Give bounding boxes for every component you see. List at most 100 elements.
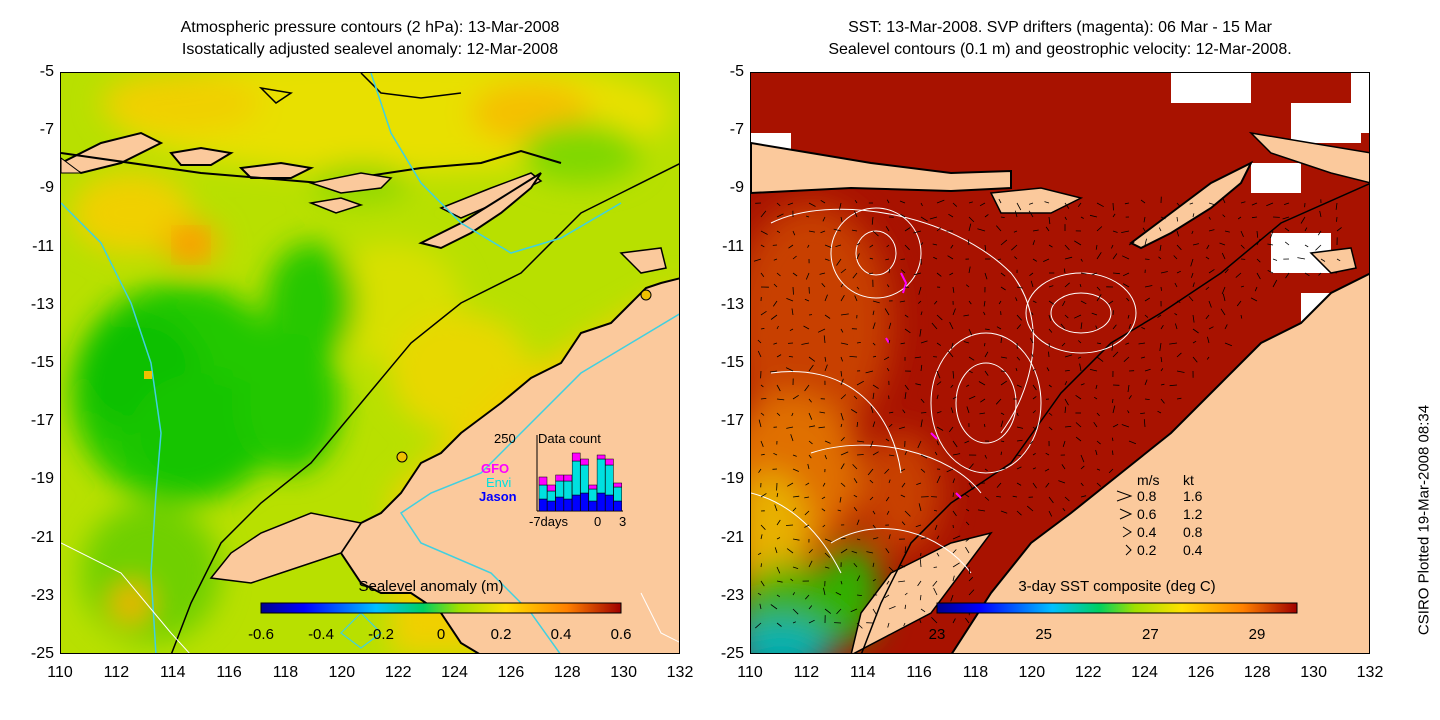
velocity-vector — [1000, 286, 1006, 291]
velocity-vector — [1159, 342, 1162, 351]
data-count-bar — [613, 486, 622, 502]
velocity-vector — [867, 468, 874, 476]
velocity-vector — [947, 350, 954, 358]
velocity-vector — [836, 608, 842, 615]
velocity-vector — [1026, 505, 1034, 512]
velocity-vector — [1160, 324, 1164, 330]
velocity-vector — [885, 438, 890, 442]
velocity-vector — [885, 258, 890, 261]
velocity-kt-value: 0.8 — [1183, 524, 1203, 540]
velocity-vector — [1080, 454, 1085, 463]
velocity-vector — [824, 258, 830, 261]
velocity-ms-value: 0.4 — [1137, 524, 1157, 540]
velocity-vector — [1121, 230, 1130, 233]
velocity-vector — [792, 468, 799, 472]
velocity-vector — [1336, 216, 1338, 222]
velocity-vector — [1128, 323, 1131, 330]
velocity-vector — [824, 244, 832, 248]
velocity-vector — [1048, 300, 1055, 305]
velocity-vector — [920, 311, 923, 316]
velocity-vector — [900, 342, 906, 345]
velocity-vector — [1240, 314, 1243, 319]
x-tick-label: 130 — [610, 664, 637, 681]
velocity-vector — [984, 454, 987, 459]
velocity-vector — [1112, 398, 1114, 403]
velocity-vector — [776, 412, 781, 416]
velocity-vector — [949, 272, 954, 276]
velocity-vector — [920, 202, 923, 207]
velocity-vector — [757, 350, 762, 358]
velocity-vector — [776, 325, 779, 330]
velocity-vector — [952, 440, 958, 448]
velocity-vector — [807, 463, 810, 470]
velocity-vector — [1112, 450, 1114, 456]
velocity-vector — [792, 592, 796, 596]
velocity-vector — [1205, 314, 1210, 320]
velocity-vector — [804, 496, 810, 499]
velocity-vector — [824, 608, 832, 614]
velocity-vector — [968, 223, 972, 232]
velocity-vector — [872, 342, 876, 346]
velocity-vector — [1128, 395, 1132, 400]
velocity-vector — [1160, 271, 1168, 274]
velocity-vector — [1032, 396, 1037, 400]
velocity-vector — [1176, 300, 1181, 303]
velocity-vector — [824, 314, 831, 319]
velocity-vector — [1222, 293, 1226, 302]
data-count-bar — [613, 482, 622, 488]
velocity-vector — [840, 378, 844, 386]
right-colorbar — [936, 602, 1298, 614]
velocity-vector — [900, 564, 906, 568]
velocity-vector — [1206, 356, 1210, 360]
velocity-vector — [929, 216, 938, 220]
velocity-vector — [901, 521, 906, 526]
data-count-bar — [580, 464, 589, 494]
velocity-vector — [836, 258, 842, 266]
y-tick-label: -13 — [720, 295, 744, 313]
velocity-vector — [1157, 410, 1162, 414]
velocity-vector — [1064, 426, 1072, 428]
velocity-vector — [1031, 312, 1034, 316]
velocity-vector — [968, 370, 973, 374]
velocity-vector — [904, 227, 911, 232]
velocity-vector — [1015, 367, 1018, 372]
velocity-vector — [1224, 324, 1228, 330]
velocity-vector — [776, 580, 783, 583]
velocity-vector — [1112, 230, 1118, 233]
velocity-vector — [920, 364, 923, 372]
velocity-vector — [1122, 272, 1130, 277]
velocity-vector — [1060, 323, 1066, 330]
velocity-vector — [1096, 252, 1102, 260]
velocity-vector — [1093, 421, 1098, 428]
velocity-vector — [821, 283, 826, 288]
velocity-vector — [1123, 356, 1130, 362]
velocity-vector — [1016, 202, 1022, 211]
velocity-vector — [1144, 258, 1150, 260]
velocity-vector — [1095, 244, 1098, 250]
y-tick-label: -9 — [729, 179, 744, 197]
velocity-vector — [1144, 238, 1147, 246]
velocity-vector — [1191, 230, 1194, 235]
y-tick-label: -7 — [729, 121, 744, 139]
velocity-vector — [900, 468, 906, 472]
velocity-vector — [1032, 384, 1037, 391]
timor-island — [418, 172, 542, 250]
velocity-vector — [950, 244, 954, 249]
velocity-arrow-icon — [1116, 490, 1133, 502]
velocity-vector — [1267, 243, 1274, 246]
data-count-bar — [580, 458, 589, 466]
x-tick-label: 112 — [793, 664, 820, 681]
velocity-vector — [808, 440, 813, 445]
velocity-vector — [918, 300, 922, 304]
velocity-vector — [931, 617, 938, 624]
velocity-vector — [900, 269, 906, 274]
velocity-vector — [886, 244, 890, 248]
x-tick-label: 118 — [962, 664, 989, 681]
velocity-vector — [968, 576, 974, 582]
data-count-bar — [613, 500, 622, 512]
data-count-bar — [580, 492, 589, 512]
velocity-vector — [760, 563, 762, 568]
velocity-vector — [1141, 327, 1146, 330]
x-tick-label: 128 — [1243, 664, 1271, 681]
velocity-vector — [916, 482, 922, 485]
